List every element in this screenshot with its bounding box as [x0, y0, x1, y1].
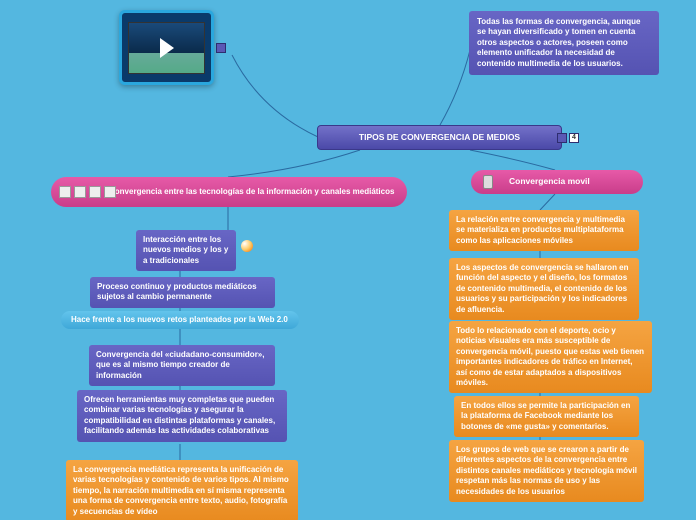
video-preview	[128, 22, 205, 74]
branch-left-heading[interactable]: Convergencia entre las tecnologías de la…	[51, 177, 407, 207]
node-interaccion[interactable]: Interacción entre los nuevos medios y lo…	[136, 230, 236, 271]
node-proceso[interactable]: Proceso continuo y productos mediáticos …	[90, 277, 275, 308]
note-icon	[557, 133, 567, 143]
node-hace-frente[interactable]: Hace frente a los nuevos retos planteado…	[61, 311, 299, 329]
globe-icon	[241, 240, 253, 252]
branch-left-label: Convergencia entre las tecnologías de la…	[109, 187, 394, 197]
node-ciudadano[interactable]: Convergencia del «ciudadano-consumidor»,…	[89, 345, 275, 386]
node-facebook[interactable]: En todos ellos se permite la participaci…	[454, 396, 639, 437]
note-icon	[216, 43, 226, 53]
central-title[interactable]: TIPOS DE CONVERGENCIA DE MEDIOS 4	[317, 125, 562, 150]
node-aspectos[interactable]: Los aspectos de convergencia se hallaron…	[449, 258, 639, 320]
title-badges: 4	[557, 133, 579, 143]
phone-icon	[104, 186, 116, 198]
node-deporte[interactable]: Todo lo relacionado con el deporte, ocio…	[449, 321, 652, 393]
printer-icon	[59, 186, 71, 198]
node-unificacion[interactable]: La convergencia mediática representa la …	[66, 460, 298, 520]
title-label: TIPOS DE CONVERGENCIA DE MEDIOS	[359, 132, 520, 143]
node-ofrecen[interactable]: Ofrecen herramientas muy completas que p…	[77, 390, 287, 442]
branch-right-label: Convergencia movil	[509, 176, 590, 187]
monitor-icon	[89, 186, 101, 198]
mobile-icon	[483, 175, 493, 189]
branch-right-heading[interactable]: Convergencia movil	[471, 170, 643, 194]
child-count-badge: 4	[569, 133, 579, 143]
play-icon	[160, 38, 174, 58]
video-thumbnail[interactable]	[119, 10, 214, 85]
media-icons	[59, 186, 116, 198]
camera-icon	[74, 186, 86, 198]
node-relacion[interactable]: La relación entre convergencia y multime…	[449, 210, 639, 251]
node-grupos[interactable]: Los grupos de web que se crearon a parti…	[449, 440, 644, 502]
node-top-summary[interactable]: Todas las formas de convergencia, aunque…	[469, 11, 659, 75]
